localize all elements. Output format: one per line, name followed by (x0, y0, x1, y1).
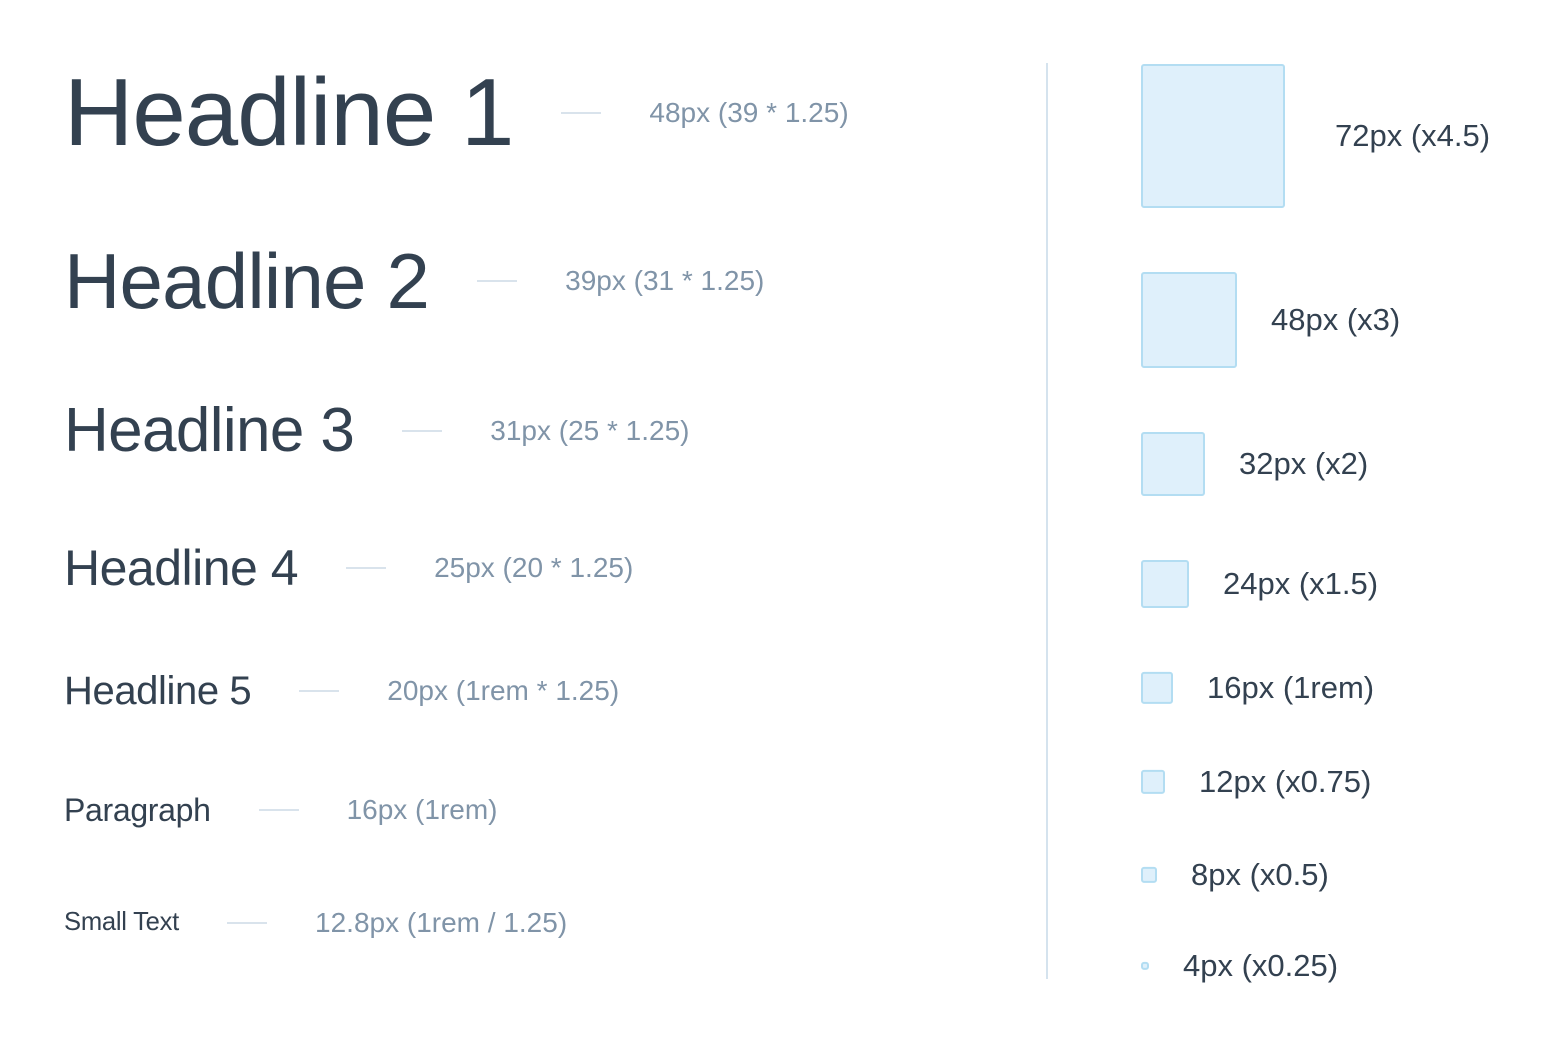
spacing-row-24: 24px (x1.5) (1141, 560, 1378, 608)
type-sample-headline-1: Headline 1 (64, 59, 514, 166)
spacing-row-32: 32px (x2) (1141, 432, 1368, 496)
connector-line (561, 112, 602, 114)
connector-line (477, 280, 518, 282)
spacing-size-label: 12px (x0.75) (1199, 763, 1372, 799)
spacing-size-label: 48px (x3) (1271, 301, 1401, 337)
type-row-small-text: Small Text 12.8px (1rem / 1.25) (64, 908, 567, 937)
connector-line (402, 430, 443, 432)
type-size-annotation: 20px (1rem * 1.25) (387, 675, 620, 706)
type-row-headline-3: Headline 3 31px (25 * 1.25) (64, 396, 690, 465)
type-row-headline-5: Headline 5 20px (1rem * 1.25) (64, 669, 619, 713)
connector-line (346, 567, 387, 569)
connector-line (299, 690, 340, 692)
type-sample-headline-5: Headline 5 (64, 669, 252, 713)
spacing-swatch-72 (1141, 64, 1285, 208)
spacing-swatch-4 (1141, 961, 1149, 970)
spacing-swatch-32 (1141, 432, 1205, 496)
spacing-swatch-12 (1141, 769, 1165, 794)
type-sample-headline-4: Headline 4 (64, 540, 299, 596)
spacing-size-label: 16px (1rem) (1207, 669, 1375, 705)
type-size-annotation: 48px (39 * 1.25) (649, 97, 849, 128)
spacing-size-label: 72px (x4.5) (1335, 117, 1491, 153)
type-sample-headline-3: Headline 3 (64, 396, 355, 465)
spacing-row-16: 16px (1rem) (1141, 668, 1374, 708)
spacing-swatch-16 (1141, 671, 1173, 704)
spacing-swatch-24 (1141, 560, 1189, 608)
spacing-swatch-8 (1141, 866, 1157, 883)
type-size-annotation: 16px (1rem) (346, 794, 498, 825)
type-row-headline-4: Headline 4 25px (20 * 1.25) (64, 540, 633, 596)
column-divider (1046, 63, 1048, 979)
type-size-annotation: 12.8px (1rem / 1.25) (315, 907, 568, 938)
type-size-annotation: 39px (31 * 1.25) (565, 265, 765, 296)
spacing-size-label: 32px (x2) (1239, 445, 1369, 481)
type-row-headline-1: Headline 1 48px (39 * 1.25) (64, 65, 849, 161)
spacing-size-label: 8px (x0.5) (1191, 856, 1329, 892)
spacing-swatch-48 (1141, 272, 1237, 368)
type-row-paragraph: Paragraph 16px (1rem) (64, 792, 498, 828)
spacing-row-12: 12px (x0.75) (1141, 762, 1371, 802)
typography-scale-section: Headline 1 48px (39 * 1.25) Headline 2 3… (64, 65, 849, 937)
spacing-row-48: 48px (x3) (1141, 272, 1400, 368)
spacing-scale-section: 72px (x4.5) 48px (x3) 32px (x2) 24px (x1… (1141, 0, 1552, 1044)
type-size-annotation: 25px (20 * 1.25) (434, 552, 634, 583)
type-size-annotation: 31px (25 * 1.25) (490, 415, 690, 446)
type-sample-paragraph: Paragraph (64, 792, 211, 828)
spacing-size-label: 4px (x0.25) (1183, 947, 1339, 983)
spacing-row-72: 72px (x4.5) (1141, 64, 1490, 208)
type-sample-headline-2: Headline 2 (64, 237, 430, 325)
spacing-row-8: 8px (x0.5) (1141, 855, 1329, 895)
connector-line (258, 809, 299, 811)
spacing-size-label: 24px (x1.5) (1223, 565, 1379, 601)
type-row-headline-2: Headline 2 39px (31 * 1.25) (64, 237, 764, 325)
spacing-row-4: 4px (x0.25) (1141, 946, 1338, 986)
type-sample-small-text: Small Text (64, 908, 180, 937)
connector-line (227, 922, 268, 924)
